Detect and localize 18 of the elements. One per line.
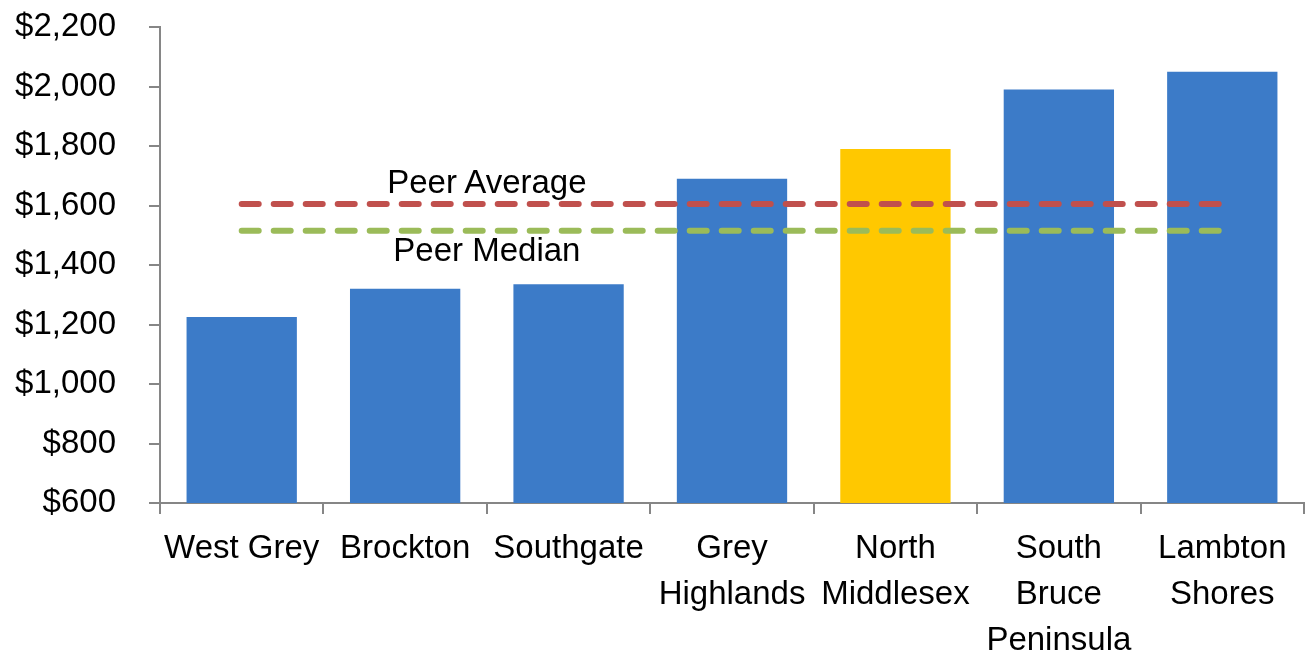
x-tick-label: Lambton Shores: [1158, 528, 1287, 612]
y-tick-label: $1,600: [15, 184, 116, 222]
y-tick-label: $2,000: [15, 65, 116, 103]
ref-line-label: Peer Median: [393, 231, 581, 269]
x-tick-label: North Middlesex: [821, 528, 971, 612]
x-tick-label: Brockton: [340, 528, 471, 566]
y-tick-label: $1,800: [15, 125, 116, 163]
y-tick-label: $1,400: [15, 244, 116, 282]
x-tick-label: Southgate: [493, 528, 644, 566]
ref-line-label: Peer Average: [387, 162, 587, 200]
y-tick-label: $800: [42, 422, 116, 460]
y-tick-label: $1,000: [15, 363, 116, 401]
x-tick-label: West Grey: [164, 528, 320, 566]
y-tick-label: $1,200: [15, 303, 116, 341]
y-tick-label: $600: [42, 482, 116, 520]
x-tick-label: Grey Highlands: [658, 528, 806, 612]
x-tick-label: South Bruce Peninsula: [986, 528, 1132, 656]
y-tick-label: $2,200: [15, 6, 116, 44]
